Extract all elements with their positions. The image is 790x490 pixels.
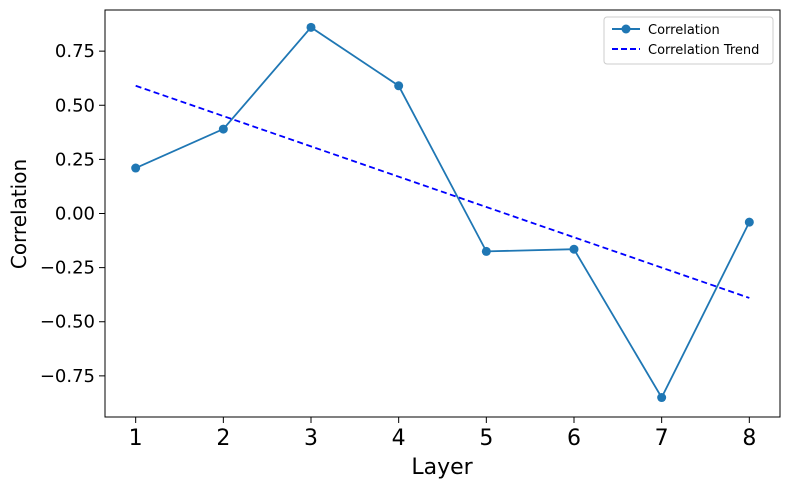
plot-frame [104,9,781,418]
x-tick-label: 4 [392,426,406,451]
legend-label-trend: Correlation Trend [648,43,759,58]
y-tick-label: 0.00 [55,204,95,225]
y-tick-label: 0.75 [55,41,95,62]
data-point-correlation [744,217,754,227]
data-point-correlation [306,22,316,32]
y-tick-label: 0.25 [55,149,95,170]
x-axis-label: Layer [411,455,473,480]
data-point-correlation [218,124,228,134]
data-point-correlation [481,246,491,256]
x-tick-label: 6 [567,426,581,451]
legend-label-correlation: Correlation [648,23,720,38]
data-point-correlation [657,393,667,403]
x-tick-label: 2 [216,426,230,451]
x-tick-label: 5 [479,426,493,451]
legend-frame [603,16,774,65]
legend-marker-correlation [621,24,631,34]
x-tick-label: 7 [655,426,669,451]
data-point-correlation [394,81,404,91]
series-line-correlation [135,26,751,400]
x-tick-label: 3 [304,426,318,451]
series-layer [131,22,754,403]
legend: Correlation Correlation Trend [603,16,774,65]
y-tick-label: −0.50 [40,312,95,333]
x-tick-label: 8 [742,426,756,451]
y-axis: −0.75 −0.50 −0.25 0.00 0.25 0.50 0.75 [40,41,105,387]
y-tick-label: −0.75 [40,366,95,387]
x-axis: 1 2 3 4 5 6 7 8 [129,417,756,451]
x-tick-label: 1 [129,426,143,451]
y-axis-label: Correlation [7,159,31,269]
series-line-correlation-trend [135,84,750,299]
y-tick-label: −0.25 [40,258,95,279]
data-point-correlation [131,163,141,173]
data-point-correlation [569,244,579,254]
y-tick-label: 0.50 [55,95,95,116]
